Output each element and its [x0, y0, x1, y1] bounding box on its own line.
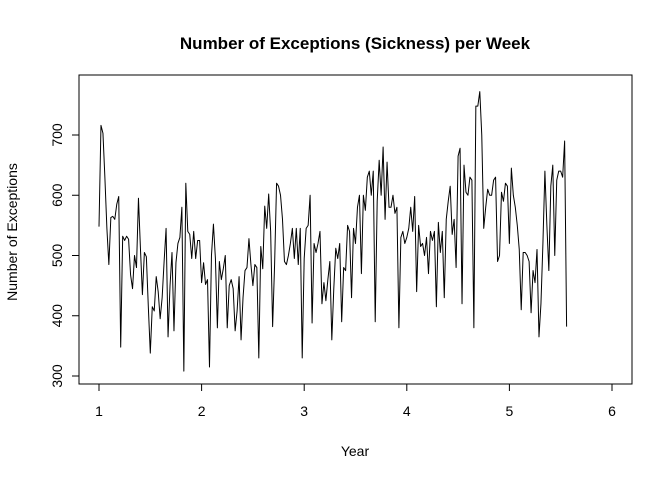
- x-tick-label: 2: [198, 403, 206, 419]
- x-tick-label: 4: [403, 403, 411, 419]
- series-line: [98, 91, 568, 372]
- y-tick-label: 500: [49, 244, 65, 268]
- y-tick-label: 700: [49, 123, 65, 147]
- x-tick-label: 5: [506, 403, 514, 419]
- chart-title: Number of Exceptions (Sickness) per Week: [180, 34, 531, 53]
- y-tick-label: 300: [49, 364, 65, 388]
- x-tick-label: 1: [95, 403, 103, 419]
- y-axis-label: Number of Exceptions: [4, 163, 20, 301]
- y-axis: 300 400 500 600 700: [49, 123, 80, 388]
- x-tick-label: 6: [608, 403, 616, 419]
- x-axis: 1 2 3 4 5 6: [95, 383, 616, 419]
- x-axis-label: Year: [341, 443, 370, 459]
- plot-frame: [78, 74, 633, 385]
- y-tick-label: 600: [49, 183, 65, 207]
- x-tick-label: 3: [300, 403, 308, 419]
- series-layer: [98, 91, 568, 372]
- y-tick-label: 400: [49, 304, 65, 328]
